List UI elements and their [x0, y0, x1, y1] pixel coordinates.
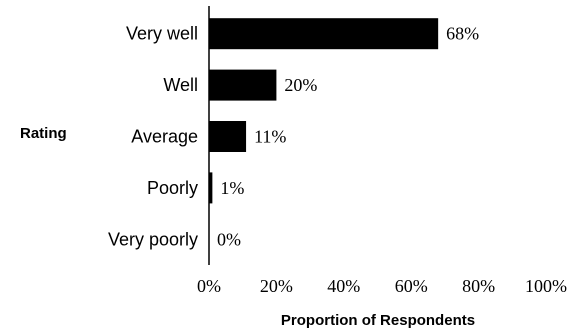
category-label: Very poorly	[108, 229, 198, 249]
x-tick-label: 100%	[525, 276, 567, 296]
data-label: 0%	[217, 229, 241, 249]
data-label: 11%	[254, 127, 286, 147]
category-label: Well	[163, 75, 198, 95]
x-tick-label: 60%	[395, 276, 428, 296]
x-tick-label: 40%	[327, 276, 360, 296]
bars-group	[209, 18, 439, 204]
x-axis-ticks: 0% 20% 40% 60% 80% 100%	[197, 276, 567, 296]
category-label: Very well	[126, 24, 198, 44]
x-tick-label: 20%	[260, 276, 293, 296]
data-label: 68%	[446, 24, 479, 44]
data-label: 20%	[284, 75, 317, 95]
category-labels: Very well Well Average Poorly Very poorly	[108, 24, 198, 250]
category-label: Average	[131, 127, 198, 147]
bar-very-well	[209, 18, 439, 50]
data-label: 1%	[220, 178, 244, 198]
bar-poorly	[209, 172, 213, 204]
y-axis-title: Rating	[20, 125, 67, 142]
x-tick-label: 0%	[197, 276, 221, 296]
category-label: Poorly	[147, 178, 198, 198]
x-axis-title: Proportion of Respondents	[281, 312, 475, 328]
bar-well	[209, 69, 277, 101]
x-tick-label: 80%	[462, 276, 495, 296]
data-labels: 68% 20% 11% 1% 0%	[217, 24, 479, 250]
bar-average	[209, 121, 247, 152]
